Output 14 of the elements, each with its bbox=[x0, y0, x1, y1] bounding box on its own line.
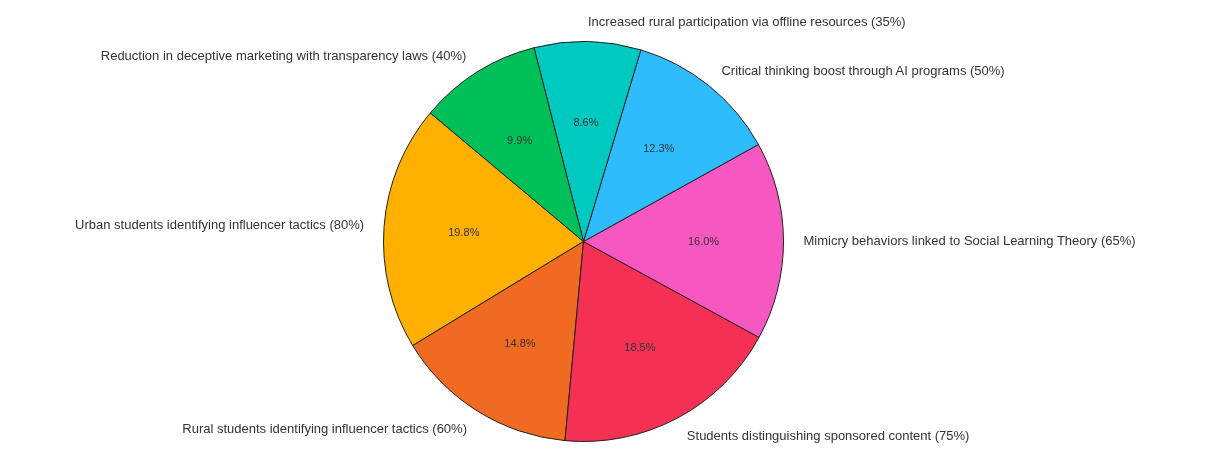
slice-label: Urban students identifying influencer tactics (80%) bbox=[75, 217, 365, 233]
data-label: 16.0% bbox=[687, 235, 720, 248]
slice-label: Increased rural participation via offline resources (35%) bbox=[588, 14, 906, 30]
data-label: 18.5% bbox=[624, 341, 656, 354]
slice-label: Mimicry behaviors linked to Social Learning Theory (65%) bbox=[803, 233, 1136, 249]
slice-label: Reduction in deceptive marketing with transparency laws (40%) bbox=[100, 47, 467, 63]
data-label: 14.8% bbox=[504, 337, 536, 350]
slice-label: Critical thinking boost through AI programs (50%) bbox=[721, 62, 1005, 78]
data-label: 9.9% bbox=[507, 133, 533, 146]
slice-label: Rural students identifying influencer tactics (60%) bbox=[182, 420, 467, 436]
data-label: 12.3% bbox=[643, 142, 675, 155]
data-label: 19.8% bbox=[448, 226, 480, 239]
data-label: 8.6% bbox=[573, 115, 599, 128]
slice-label: Students distinguishing sponsored content (75%) bbox=[686, 428, 970, 444]
